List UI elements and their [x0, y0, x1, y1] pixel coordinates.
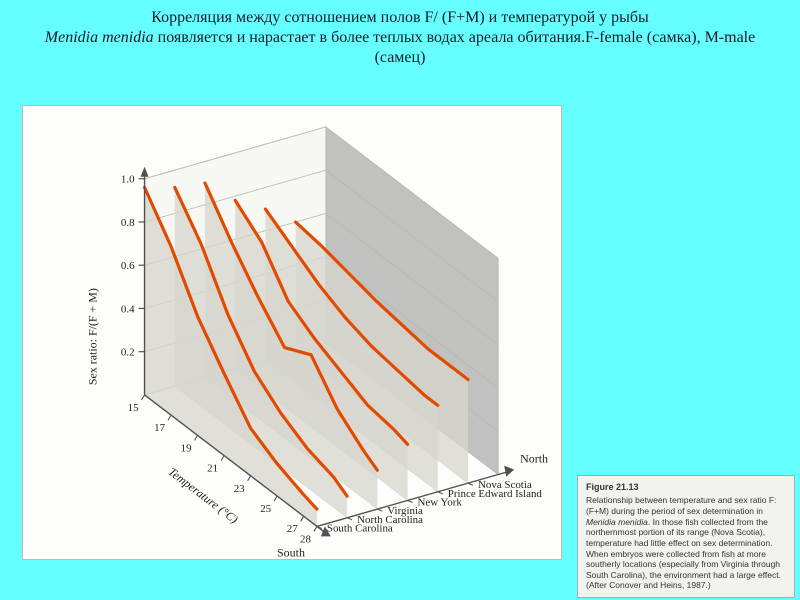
x-tick-label: 25: [260, 503, 271, 515]
x-tick-label: 23: [234, 483, 245, 495]
title-rest: появляется и нарастает в более теплых во…: [154, 29, 756, 66]
y-tick-label: 0.6: [121, 260, 135, 272]
location-label: Nova Scotia: [478, 479, 532, 491]
sex-ratio-3d-chart: 0.2 0.4 0.6 0.8 1.0 Sex ratio: F/(F + M) 15 17 1…: [23, 106, 561, 559]
caption-species: Menidia menidia: [586, 517, 648, 527]
figure-caption: Figure 21.13 Relationship between temper…: [577, 475, 795, 598]
title-species: Menidia menidia: [45, 29, 154, 46]
x-tick-label: 28: [300, 533, 311, 545]
north-label: North: [520, 452, 548, 466]
page-title: Корреляция между сотношением полов F/ (F…: [0, 0, 800, 70]
caption-label: Figure 21.13: [586, 482, 786, 493]
caption-pre: Relationship between temperature and sex…: [586, 495, 776, 516]
x-tick-label: 19: [181, 442, 192, 454]
x-tick-label: 21: [207, 463, 218, 475]
x-tick-label: 27: [287, 523, 298, 535]
y-tick-label: 0.8: [121, 217, 135, 229]
y-tick-label: 0.4: [121, 303, 135, 315]
chart-container: 0.2 0.4 0.6 0.8 1.0 Sex ratio: F/(F + M) 15 17 1…: [22, 105, 562, 560]
x-tick-label: 17: [154, 422, 165, 434]
y-axis-label: Sex ratio: F/(F + M): [86, 288, 100, 385]
y-tick-label: 0.2: [121, 347, 135, 359]
x-tick-label: 15: [128, 402, 139, 414]
title-line1: Корреляция между сотношением полов F/ (F…: [151, 9, 649, 26]
south-label: South: [277, 545, 305, 559]
caption-post: . In those fish collected from the north…: [586, 517, 781, 591]
y-tick-label: 1.0: [121, 174, 135, 186]
